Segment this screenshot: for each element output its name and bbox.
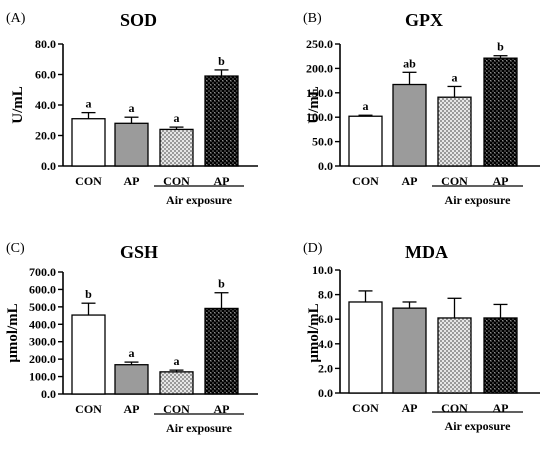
- y-tick-label: 0.0: [318, 159, 333, 173]
- category-label: CON: [75, 402, 102, 416]
- bar: [437, 96, 472, 167]
- bar: [204, 307, 239, 395]
- chart-panel-4: (D) MDA μmol/mL 0.0 2.0 4.0 6.0 8.0 10.0 CON AP CON…: [303, 241, 540, 433]
- bar: [348, 115, 383, 167]
- significance-label: a: [363, 99, 369, 113]
- chart-panel-3: (C) GSH μmol/mL 0.0 100.0 200.0 300.0 400.0 500.…: [5, 241, 258, 435]
- y-tick-label: 600.0: [29, 282, 56, 296]
- chart-title: GPX: [405, 10, 443, 30]
- significance-label: b: [85, 287, 92, 301]
- panel-letter: (C): [6, 241, 25, 256]
- y-tick-label: 50.0: [312, 135, 333, 149]
- significance-label: b: [218, 277, 225, 291]
- chart-panel-2: (B) GPX U/mL 0.0 50.0 100.0 150.0 200.0 250.0 a CO…: [303, 10, 540, 207]
- significance-label: b: [497, 40, 504, 54]
- category-label: CON: [441, 401, 468, 415]
- category-label: CON: [441, 174, 468, 188]
- significance-label: ab: [403, 56, 416, 70]
- charts-layer: (A) SOD U/mL 0.0 20.0 40.0 60.0 80.0 a CON a AP a CON…: [5, 10, 540, 435]
- significance-label: a: [129, 101, 135, 115]
- category-label: AP: [124, 402, 140, 416]
- category-label: CON: [352, 174, 379, 188]
- bar: [483, 57, 518, 167]
- group-label: Air exposure: [445, 419, 512, 433]
- category-label: CON: [352, 401, 379, 415]
- group-label: Air exposure: [445, 193, 512, 207]
- significance-label: a: [174, 354, 180, 368]
- y-tick-label: 0.0: [318, 386, 333, 400]
- bar: [71, 314, 106, 395]
- y-tick-label: 250.0: [306, 37, 333, 51]
- bar: [114, 364, 149, 395]
- chart-title: MDA: [405, 242, 448, 262]
- y-tick-label: 6.0: [318, 312, 333, 326]
- group-label: Air exposure: [166, 193, 233, 207]
- bar: [159, 128, 194, 167]
- significance-label: a: [452, 70, 458, 84]
- y-tick-label: 300.0: [29, 335, 56, 349]
- y-tick-label: 100.0: [29, 370, 56, 384]
- bar: [348, 301, 383, 394]
- y-tick-label: 8.0: [318, 288, 333, 302]
- chart-title: SOD: [120, 10, 157, 30]
- bar: [392, 83, 427, 167]
- category-label: CON: [75, 174, 102, 188]
- y-tick-label: 500.0: [29, 300, 56, 314]
- chart-title: GSH: [120, 242, 158, 262]
- y-axis-label: U/mL: [10, 86, 26, 124]
- bar: [204, 75, 239, 167]
- significance-label: b: [218, 54, 225, 68]
- y-tick-label: 40.0: [35, 98, 56, 112]
- bar: [437, 317, 472, 394]
- y-tick-label: 10.0: [312, 263, 333, 277]
- y-tick-label: 150.0: [306, 86, 333, 100]
- significance-label: a: [86, 97, 92, 111]
- significance-label: a: [129, 346, 135, 360]
- category-label: AP: [493, 401, 509, 415]
- y-tick-label: 0.0: [41, 387, 56, 401]
- category-label: CON: [163, 402, 190, 416]
- y-tick-label: 200.0: [29, 352, 56, 366]
- category-label: AP: [402, 174, 418, 188]
- y-tick-label: 0.0: [41, 159, 56, 173]
- y-tick-label: 400.0: [29, 317, 56, 331]
- y-tick-label: 20.0: [35, 129, 56, 143]
- chart-panel-1: (A) SOD U/mL 0.0 20.0 40.0 60.0 80.0 a CON a AP a CON…: [6, 10, 258, 207]
- category-label: AP: [214, 402, 230, 416]
- y-tick-label: 700.0: [29, 265, 56, 279]
- category-label: CON: [163, 174, 190, 188]
- category-label: AP: [402, 401, 418, 415]
- category-label: AP: [493, 174, 509, 188]
- y-tick-label: 60.0: [35, 68, 56, 82]
- bar: [71, 118, 106, 167]
- y-tick-label: 200.0: [306, 61, 333, 75]
- bar: [114, 122, 149, 167]
- bar: [483, 317, 518, 394]
- panel-letter: (B): [303, 11, 322, 26]
- y-tick-label: 80.0: [35, 37, 56, 51]
- panel-letter: (D): [303, 241, 323, 256]
- bar: [392, 307, 427, 394]
- y-axis-label: U/mL: [306, 86, 322, 124]
- group-label: Air exposure: [166, 421, 233, 435]
- y-tick-label: 4.0: [318, 337, 333, 351]
- y-tick-label: 100.0: [306, 110, 333, 124]
- y-axis-label: μmol/mL: [5, 303, 21, 362]
- significance-label: a: [174, 111, 180, 125]
- y-tick-label: 2.0: [318, 361, 333, 375]
- y-axis-label: μmol/mL: [306, 303, 322, 362]
- category-label: AP: [214, 174, 230, 188]
- panel-letter: (A): [6, 11, 26, 26]
- bar: [159, 371, 194, 395]
- category-label: AP: [124, 174, 140, 188]
